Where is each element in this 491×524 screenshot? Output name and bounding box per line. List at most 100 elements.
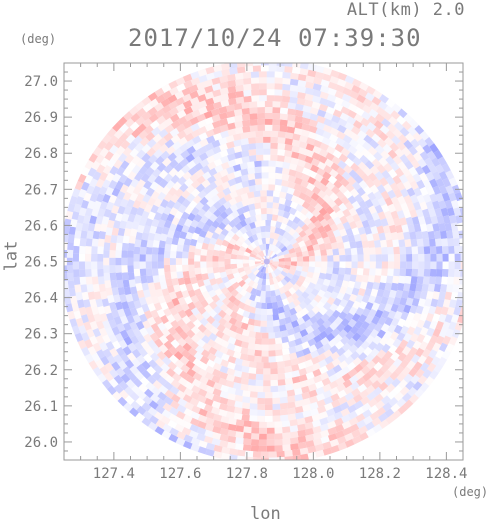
radar-gate: [258, 439, 267, 446]
radar-gate: [262, 273, 267, 280]
radar-gate: [241, 414, 250, 422]
radar-gate: [228, 197, 238, 206]
radar-gate: [146, 239, 154, 248]
radar-gate: [265, 225, 271, 232]
radar-gate: [288, 169, 297, 177]
radar-gate: [353, 339, 364, 349]
radar-gate: [143, 124, 154, 135]
radar-gate: [282, 267, 290, 274]
radar-gate: [213, 208, 222, 218]
radar-gate: [425, 312, 435, 323]
radar-gate: [343, 274, 351, 282]
radar-gate: [348, 103, 358, 113]
radar-gate: [313, 375, 323, 384]
radar-gate: [156, 398, 166, 408]
radar-gate: [288, 228, 297, 236]
radar-gate: [362, 247, 370, 255]
radar-gate: [344, 312, 354, 322]
radar-gate: [291, 139, 301, 147]
radar-gate: [417, 375, 428, 385]
radar-gate: [249, 113, 258, 120]
radar-gate: [67, 241, 74, 251]
radar-gate: [275, 294, 283, 302]
radar-gate: [427, 283, 435, 293]
radar-gate: [286, 272, 294, 280]
radar-gate: [294, 109, 304, 117]
radar-gate: [463, 222, 470, 231]
radar-gate: [347, 368, 358, 378]
radar-gate: [331, 399, 341, 409]
radar-gate: [189, 116, 200, 126]
radar-gate: [196, 81, 206, 90]
radar-gate: [182, 414, 193, 424]
radar-gate: [348, 97, 359, 106]
radar-gate: [209, 326, 219, 335]
radar-gate: [237, 249, 245, 256]
radar-gate: [349, 293, 358, 303]
radar-gate: [229, 448, 238, 456]
radar-gate: [150, 190, 160, 201]
radar-gate: [375, 247, 382, 255]
radar-gate: [219, 428, 229, 436]
radar-gate: [320, 249, 328, 256]
radar-gate: [304, 319, 313, 328]
radar-gate: [357, 161, 368, 171]
radar-gate: [337, 78, 347, 88]
radar-gate: [193, 351, 204, 361]
radar-gate: [68, 226, 76, 235]
radar-gate: [248, 185, 256, 193]
radar-gate: [147, 92, 158, 102]
radar-gate: [157, 261, 164, 269]
radar-gate: [163, 381, 174, 391]
radar-gate: [191, 135, 202, 145]
radar-gate: [117, 152, 128, 163]
radar-gate: [217, 292, 227, 302]
radar-gate: [393, 324, 403, 335]
radar-gate: [281, 298, 290, 306]
radar-gate: [117, 286, 126, 296]
radar-gate: [108, 301, 117, 311]
radar-gate: [157, 322, 167, 332]
radar-gate: [239, 295, 248, 304]
radar-gate: [105, 312, 115, 322]
radar-gate: [424, 253, 431, 262]
radar-gate: [371, 198, 381, 208]
radar-gate: [381, 169, 391, 180]
radar-gate: [354, 107, 365, 117]
radar-gate: [295, 251, 303, 258]
radar-gate: [227, 178, 237, 187]
radar-gate: [463, 292, 470, 301]
radar-gate: [394, 391, 404, 402]
radar-gate: [447, 238, 455, 247]
radar-gate: [278, 228, 286, 237]
radar-gate: [189, 90, 199, 99]
radar-gate: [312, 145, 322, 155]
radar-gate: [171, 277, 179, 286]
radar-gate: [258, 71, 267, 78]
x-tick-label: 128.0: [292, 466, 334, 482]
radar-gate: [209, 188, 219, 197]
radar-gate: [88, 153, 98, 163]
radar-gate: [355, 370, 365, 380]
radar-gate: [257, 101, 265, 108]
radar-gate: [218, 266, 226, 273]
radar-gate: [182, 394, 193, 403]
radar-gate: [342, 134, 353, 144]
radar-gate: [278, 261, 285, 266]
radar-gate: [168, 223, 177, 232]
radar-gate: [236, 307, 245, 316]
radar-gate: [453, 306, 462, 316]
radar-gate: [290, 72, 299, 80]
radar-gate: [276, 251, 284, 257]
radar-gate: [244, 450, 254, 458]
radar-gate: [280, 101, 289, 109]
radar-gate: [250, 439, 260, 446]
radar-gate: [169, 406, 179, 416]
radar-gate: [337, 435, 347, 445]
radar-gate: [371, 380, 382, 390]
radar-gate: [358, 82, 369, 91]
radar-gate: [121, 265, 128, 273]
radar-gate: [376, 225, 385, 234]
radar-gate: [399, 359, 410, 369]
radar-gate: [416, 238, 424, 247]
